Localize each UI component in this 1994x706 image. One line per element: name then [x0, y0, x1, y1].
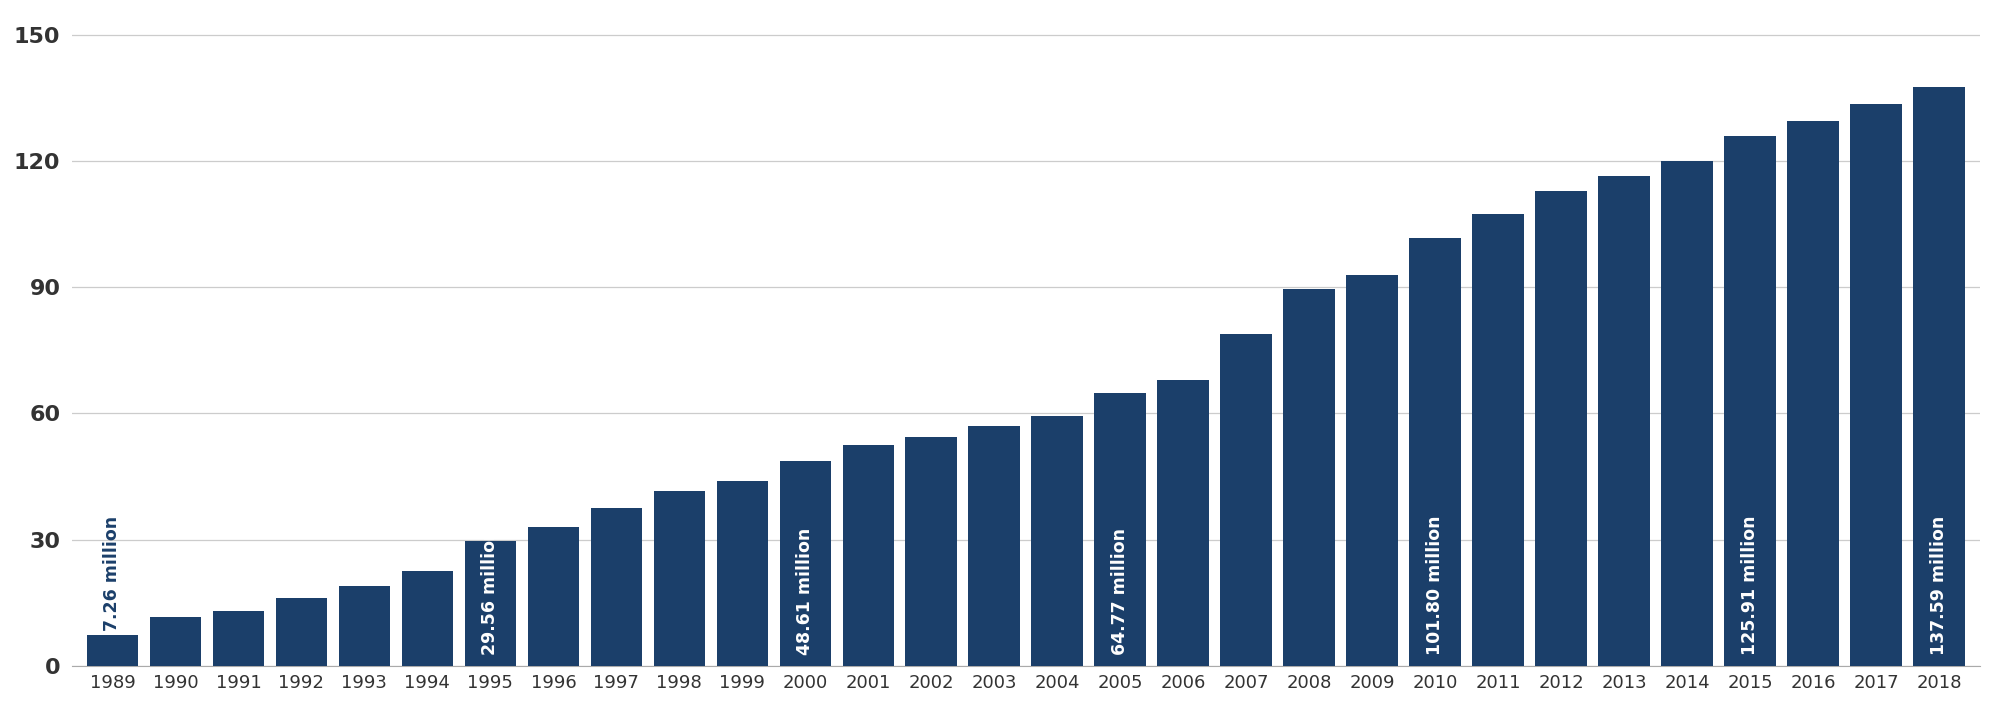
Bar	[843, 445, 893, 666]
Bar	[1346, 275, 1398, 666]
Bar	[1787, 121, 1838, 666]
Bar	[969, 426, 1021, 666]
Bar	[150, 618, 201, 666]
Text: 7.26 million: 7.26 million	[104, 516, 122, 631]
Text: 101.80 million: 101.80 million	[1426, 516, 1444, 655]
Bar	[654, 491, 706, 666]
Bar	[780, 461, 831, 666]
Bar	[1661, 161, 1713, 666]
Bar	[1220, 333, 1272, 666]
Bar	[1031, 416, 1083, 666]
Bar	[905, 436, 957, 666]
Text: 64.77 million: 64.77 million	[1111, 528, 1129, 655]
Bar	[1535, 191, 1587, 666]
Text: 48.61 million: 48.61 million	[796, 528, 814, 655]
Bar	[1472, 214, 1523, 666]
Bar	[716, 481, 768, 666]
Bar	[401, 571, 453, 666]
Bar	[1914, 87, 1964, 666]
Bar	[1410, 238, 1462, 666]
Bar	[339, 586, 391, 666]
Bar	[86, 635, 138, 666]
Bar	[1725, 136, 1777, 666]
Text: 29.56 million: 29.56 million	[481, 528, 498, 655]
Bar	[1850, 104, 1902, 666]
Bar	[213, 611, 265, 666]
Bar	[1095, 393, 1147, 666]
Bar	[1157, 380, 1208, 666]
Bar	[1284, 289, 1336, 666]
Text: 125.91 million: 125.91 million	[1741, 516, 1759, 655]
Bar	[528, 527, 578, 666]
Text: 137.59 million: 137.59 million	[1930, 516, 1948, 655]
Bar	[590, 508, 642, 666]
Bar	[465, 542, 516, 666]
Bar	[1599, 176, 1651, 666]
Bar	[275, 599, 327, 666]
